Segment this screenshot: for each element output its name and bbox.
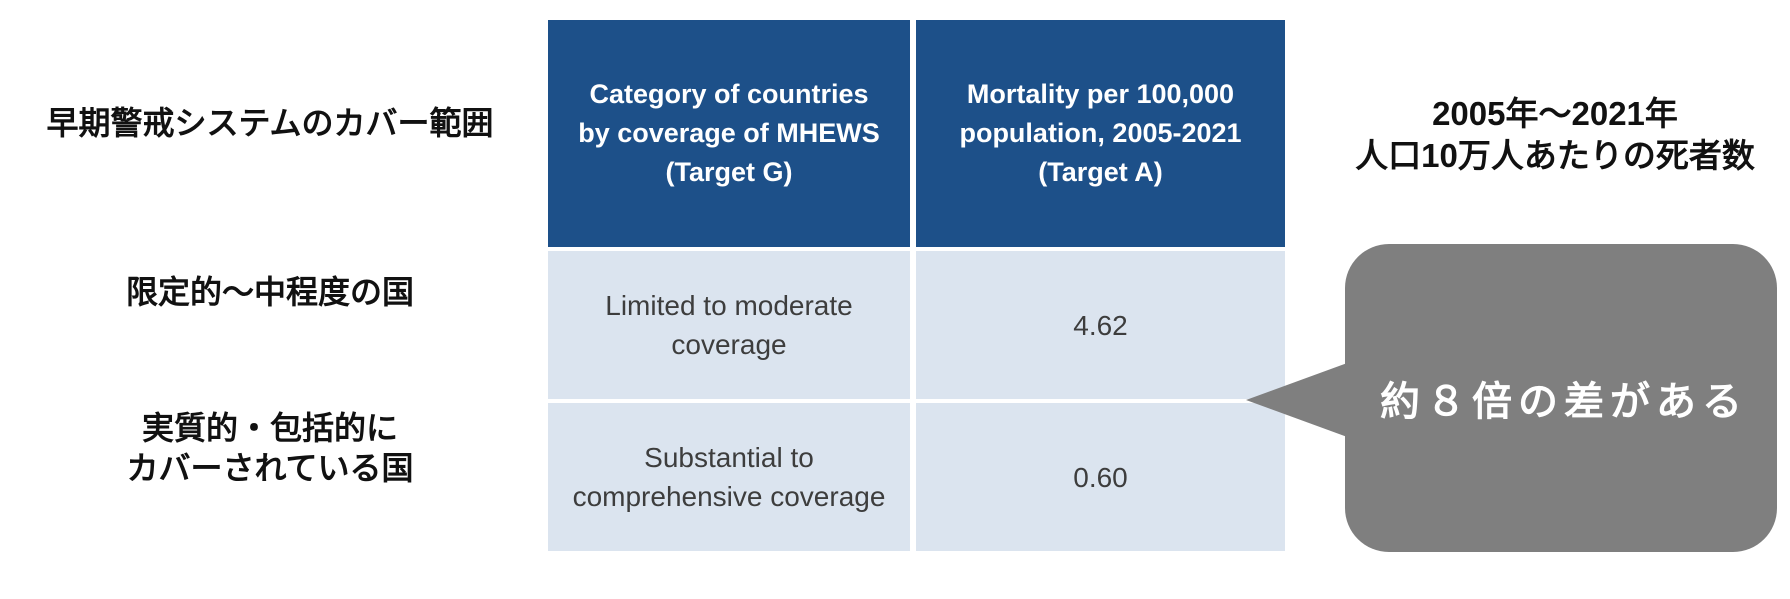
table-header-category: Category of countries by coverage of MHE… xyxy=(548,20,910,247)
table-header-mortality: Mortality per 100,000 population, 2005-2… xyxy=(916,20,1285,247)
row-label-limited-coverage: 限定的〜中程度の国 xyxy=(125,274,414,310)
table-cell-category-limited: Limited to moderate coverage xyxy=(548,251,910,399)
right-title-mortality-period: 2005年〜2021年 人口10万人あたりの死者数 xyxy=(1355,95,1755,174)
callout-bubble: 約８倍の差がある xyxy=(1246,244,1777,552)
table-cell-value-substantial: 0.60 xyxy=(916,403,1285,551)
table-cell-value-limited: 4.62 xyxy=(916,251,1285,399)
callout-tail-left-arrow xyxy=(1246,362,1350,438)
callout-text: 約８倍の差がある xyxy=(1380,380,1748,424)
row-label-substantial-coverage: 実質的・包括的に カバーされている国 xyxy=(126,410,414,486)
mhews-mortality-table: Category of countries by coverage of MHE… xyxy=(548,20,1285,551)
table-cell-category-substantial: Substantial to comprehensive coverage xyxy=(548,403,910,551)
left-column-title: 早期警戒システムのカバー範囲 xyxy=(46,105,494,141)
